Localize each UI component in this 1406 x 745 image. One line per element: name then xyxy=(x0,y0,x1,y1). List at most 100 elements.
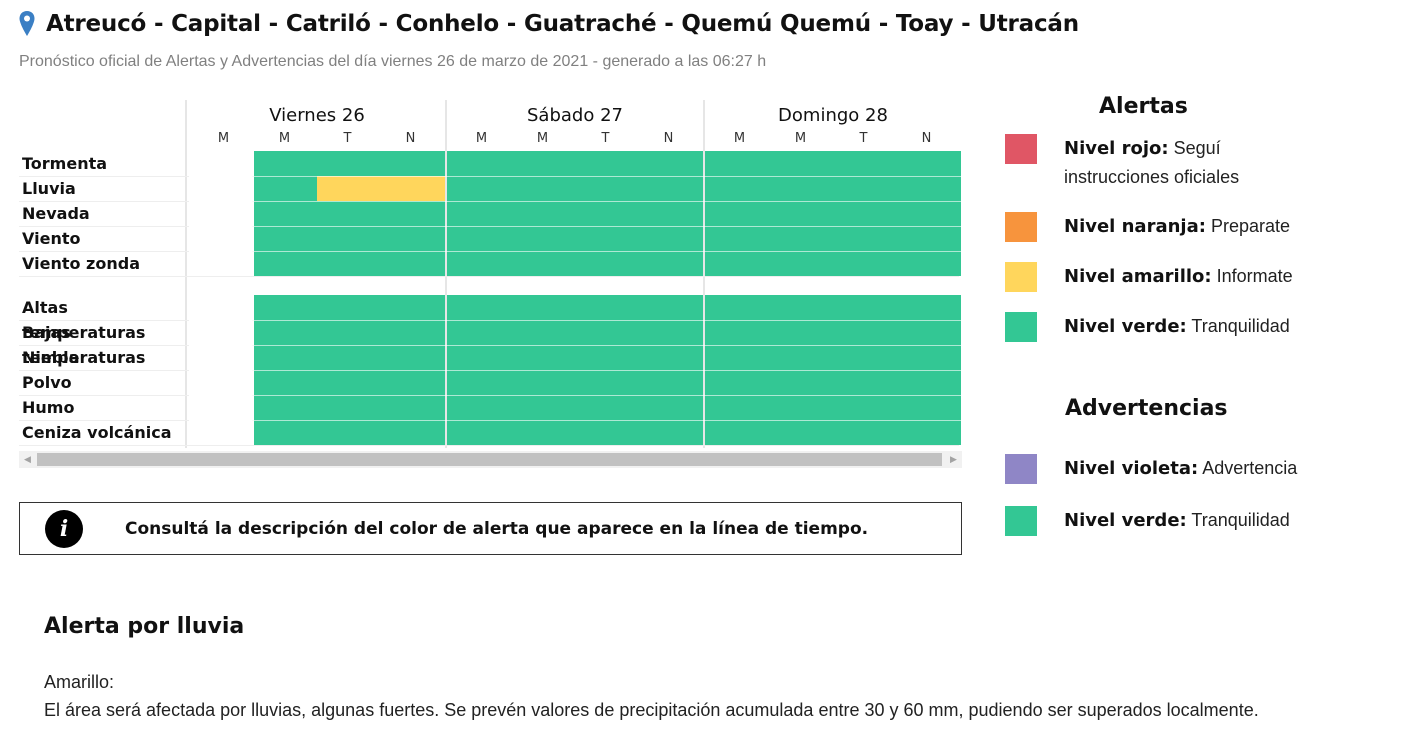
timeline-cell-none[interactable] xyxy=(189,226,252,251)
timeline-cell-yellow[interactable] xyxy=(317,176,380,201)
timeline-cell-green[interactable] xyxy=(511,345,575,370)
timeline-cell-green[interactable] xyxy=(639,395,703,420)
timeline-cell-green[interactable] xyxy=(380,295,445,320)
timeline-cell-green[interactable] xyxy=(639,370,703,395)
timeline-cell-green[interactable] xyxy=(380,226,445,251)
timeline-cell-green[interactable] xyxy=(380,320,445,345)
timeline-cell-green[interactable] xyxy=(575,420,639,445)
timeline-cell-green[interactable] xyxy=(511,370,575,395)
timeline-cell-green[interactable] xyxy=(254,320,317,345)
scrollbar-thumb[interactable] xyxy=(37,453,942,466)
timeline-cell-green[interactable] xyxy=(575,320,639,345)
timeline-cell-green[interactable] xyxy=(447,345,511,370)
timeline-cell-green[interactable] xyxy=(317,420,380,445)
timeline-cell-green[interactable] xyxy=(897,201,961,226)
timeline-cell-green[interactable] xyxy=(639,320,703,345)
timeline-cell-green[interactable] xyxy=(380,420,445,445)
timeline-cell-green[interactable] xyxy=(897,320,961,345)
timeline-cell-green[interactable] xyxy=(769,320,833,345)
timeline-cell-green[interactable] xyxy=(575,345,639,370)
timeline-cell-green[interactable] xyxy=(447,151,511,176)
timeline-cell-green[interactable] xyxy=(833,226,897,251)
timeline-cell-green[interactable] xyxy=(897,345,961,370)
timeline-cell-green[interactable] xyxy=(380,251,445,276)
timeline-cell-green[interactable] xyxy=(254,345,317,370)
timeline-cell-green[interactable] xyxy=(317,395,380,420)
timeline-cell-green[interactable] xyxy=(511,226,575,251)
timeline-cell-green[interactable] xyxy=(380,395,445,420)
timeline-cell-green[interactable] xyxy=(833,151,897,176)
timeline-cell-green[interactable] xyxy=(447,420,511,445)
timeline-cell-green[interactable] xyxy=(639,151,703,176)
timeline-cell-none[interactable] xyxy=(189,176,252,201)
timeline-cell-green[interactable] xyxy=(575,395,639,420)
timeline-cell-green[interactable] xyxy=(575,151,639,176)
timeline-cell-green[interactable] xyxy=(769,251,833,276)
timeline-cell-green[interactable] xyxy=(575,251,639,276)
timeline-cell-green[interactable] xyxy=(317,151,380,176)
scroll-right-arrow-icon[interactable]: ▶ xyxy=(950,454,957,464)
timeline-cell-green[interactable] xyxy=(254,420,317,445)
timeline-cell-green[interactable] xyxy=(833,370,897,395)
timeline-cell-green[interactable] xyxy=(254,151,317,176)
timeline-cell-green[interactable] xyxy=(254,395,317,420)
timeline-cell-green[interactable] xyxy=(575,201,639,226)
timeline-cell-green[interactable] xyxy=(575,295,639,320)
timeline-cell-green[interactable] xyxy=(833,251,897,276)
timeline-cell-green[interactable] xyxy=(317,201,380,226)
timeline-cell-green[interactable] xyxy=(254,176,317,201)
timeline-cell-green[interactable] xyxy=(897,226,961,251)
timeline-cell-green[interactable] xyxy=(769,345,833,370)
timeline-cell-none[interactable] xyxy=(189,151,252,176)
timeline-cell-green[interactable] xyxy=(447,395,511,420)
timeline-cell-green[interactable] xyxy=(380,151,445,176)
timeline-cell-green[interactable] xyxy=(447,251,511,276)
timeline-cell-green[interactable] xyxy=(833,201,897,226)
timeline-cell-green[interactable] xyxy=(511,151,575,176)
timeline-cell-yellow[interactable] xyxy=(380,176,445,201)
timeline-cell-green[interactable] xyxy=(705,345,769,370)
timeline-cell-green[interactable] xyxy=(639,251,703,276)
timeline-cell-green[interactable] xyxy=(317,370,380,395)
timeline-cell-green[interactable] xyxy=(705,420,769,445)
timeline-cell-green[interactable] xyxy=(511,420,575,445)
timeline-cell-green[interactable] xyxy=(705,251,769,276)
timeline-cell-green[interactable] xyxy=(769,395,833,420)
timeline-cell-green[interactable] xyxy=(833,395,897,420)
timeline-cell-green[interactable] xyxy=(380,201,445,226)
timeline-cell-green[interactable] xyxy=(639,295,703,320)
timeline-cell-green[interactable] xyxy=(833,295,897,320)
timeline-cell-green[interactable] xyxy=(705,201,769,226)
timeline-cell-green[interactable] xyxy=(769,420,833,445)
timeline-cell-green[interactable] xyxy=(639,345,703,370)
timeline-cell-green[interactable] xyxy=(833,345,897,370)
timeline-cell-none[interactable] xyxy=(189,201,252,226)
timeline-cell-green[interactable] xyxy=(511,320,575,345)
timeline-cell-green[interactable] xyxy=(639,201,703,226)
timeline-cell-green[interactable] xyxy=(447,320,511,345)
timeline-cell-green[interactable] xyxy=(833,320,897,345)
timeline-cell-green[interactable] xyxy=(511,201,575,226)
timeline-cell-green[interactable] xyxy=(639,226,703,251)
timeline-cell-green[interactable] xyxy=(447,370,511,395)
timeline-cell-green[interactable] xyxy=(897,370,961,395)
timeline-cell-none[interactable] xyxy=(189,345,252,370)
timeline-cell-green[interactable] xyxy=(575,176,639,201)
timeline-cell-green[interactable] xyxy=(380,345,445,370)
timeline-cell-green[interactable] xyxy=(705,370,769,395)
timeline-cell-none[interactable] xyxy=(189,320,252,345)
timeline-cell-green[interactable] xyxy=(511,295,575,320)
timeline-cell-green[interactable] xyxy=(254,226,317,251)
timeline-cell-green[interactable] xyxy=(705,320,769,345)
timeline-cell-green[interactable] xyxy=(380,370,445,395)
timeline-cell-green[interactable] xyxy=(769,151,833,176)
timeline-cell-green[interactable] xyxy=(254,370,317,395)
timeline-cell-green[interactable] xyxy=(705,151,769,176)
timeline-cell-green[interactable] xyxy=(897,295,961,320)
scroll-left-arrow-icon[interactable]: ◀ xyxy=(24,454,31,464)
timeline-cell-green[interactable] xyxy=(639,176,703,201)
timeline-cell-green[interactable] xyxy=(317,295,380,320)
timeline-cell-none[interactable] xyxy=(189,420,252,445)
timeline-cell-green[interactable] xyxy=(897,395,961,420)
timeline-cell-green[interactable] xyxy=(511,251,575,276)
